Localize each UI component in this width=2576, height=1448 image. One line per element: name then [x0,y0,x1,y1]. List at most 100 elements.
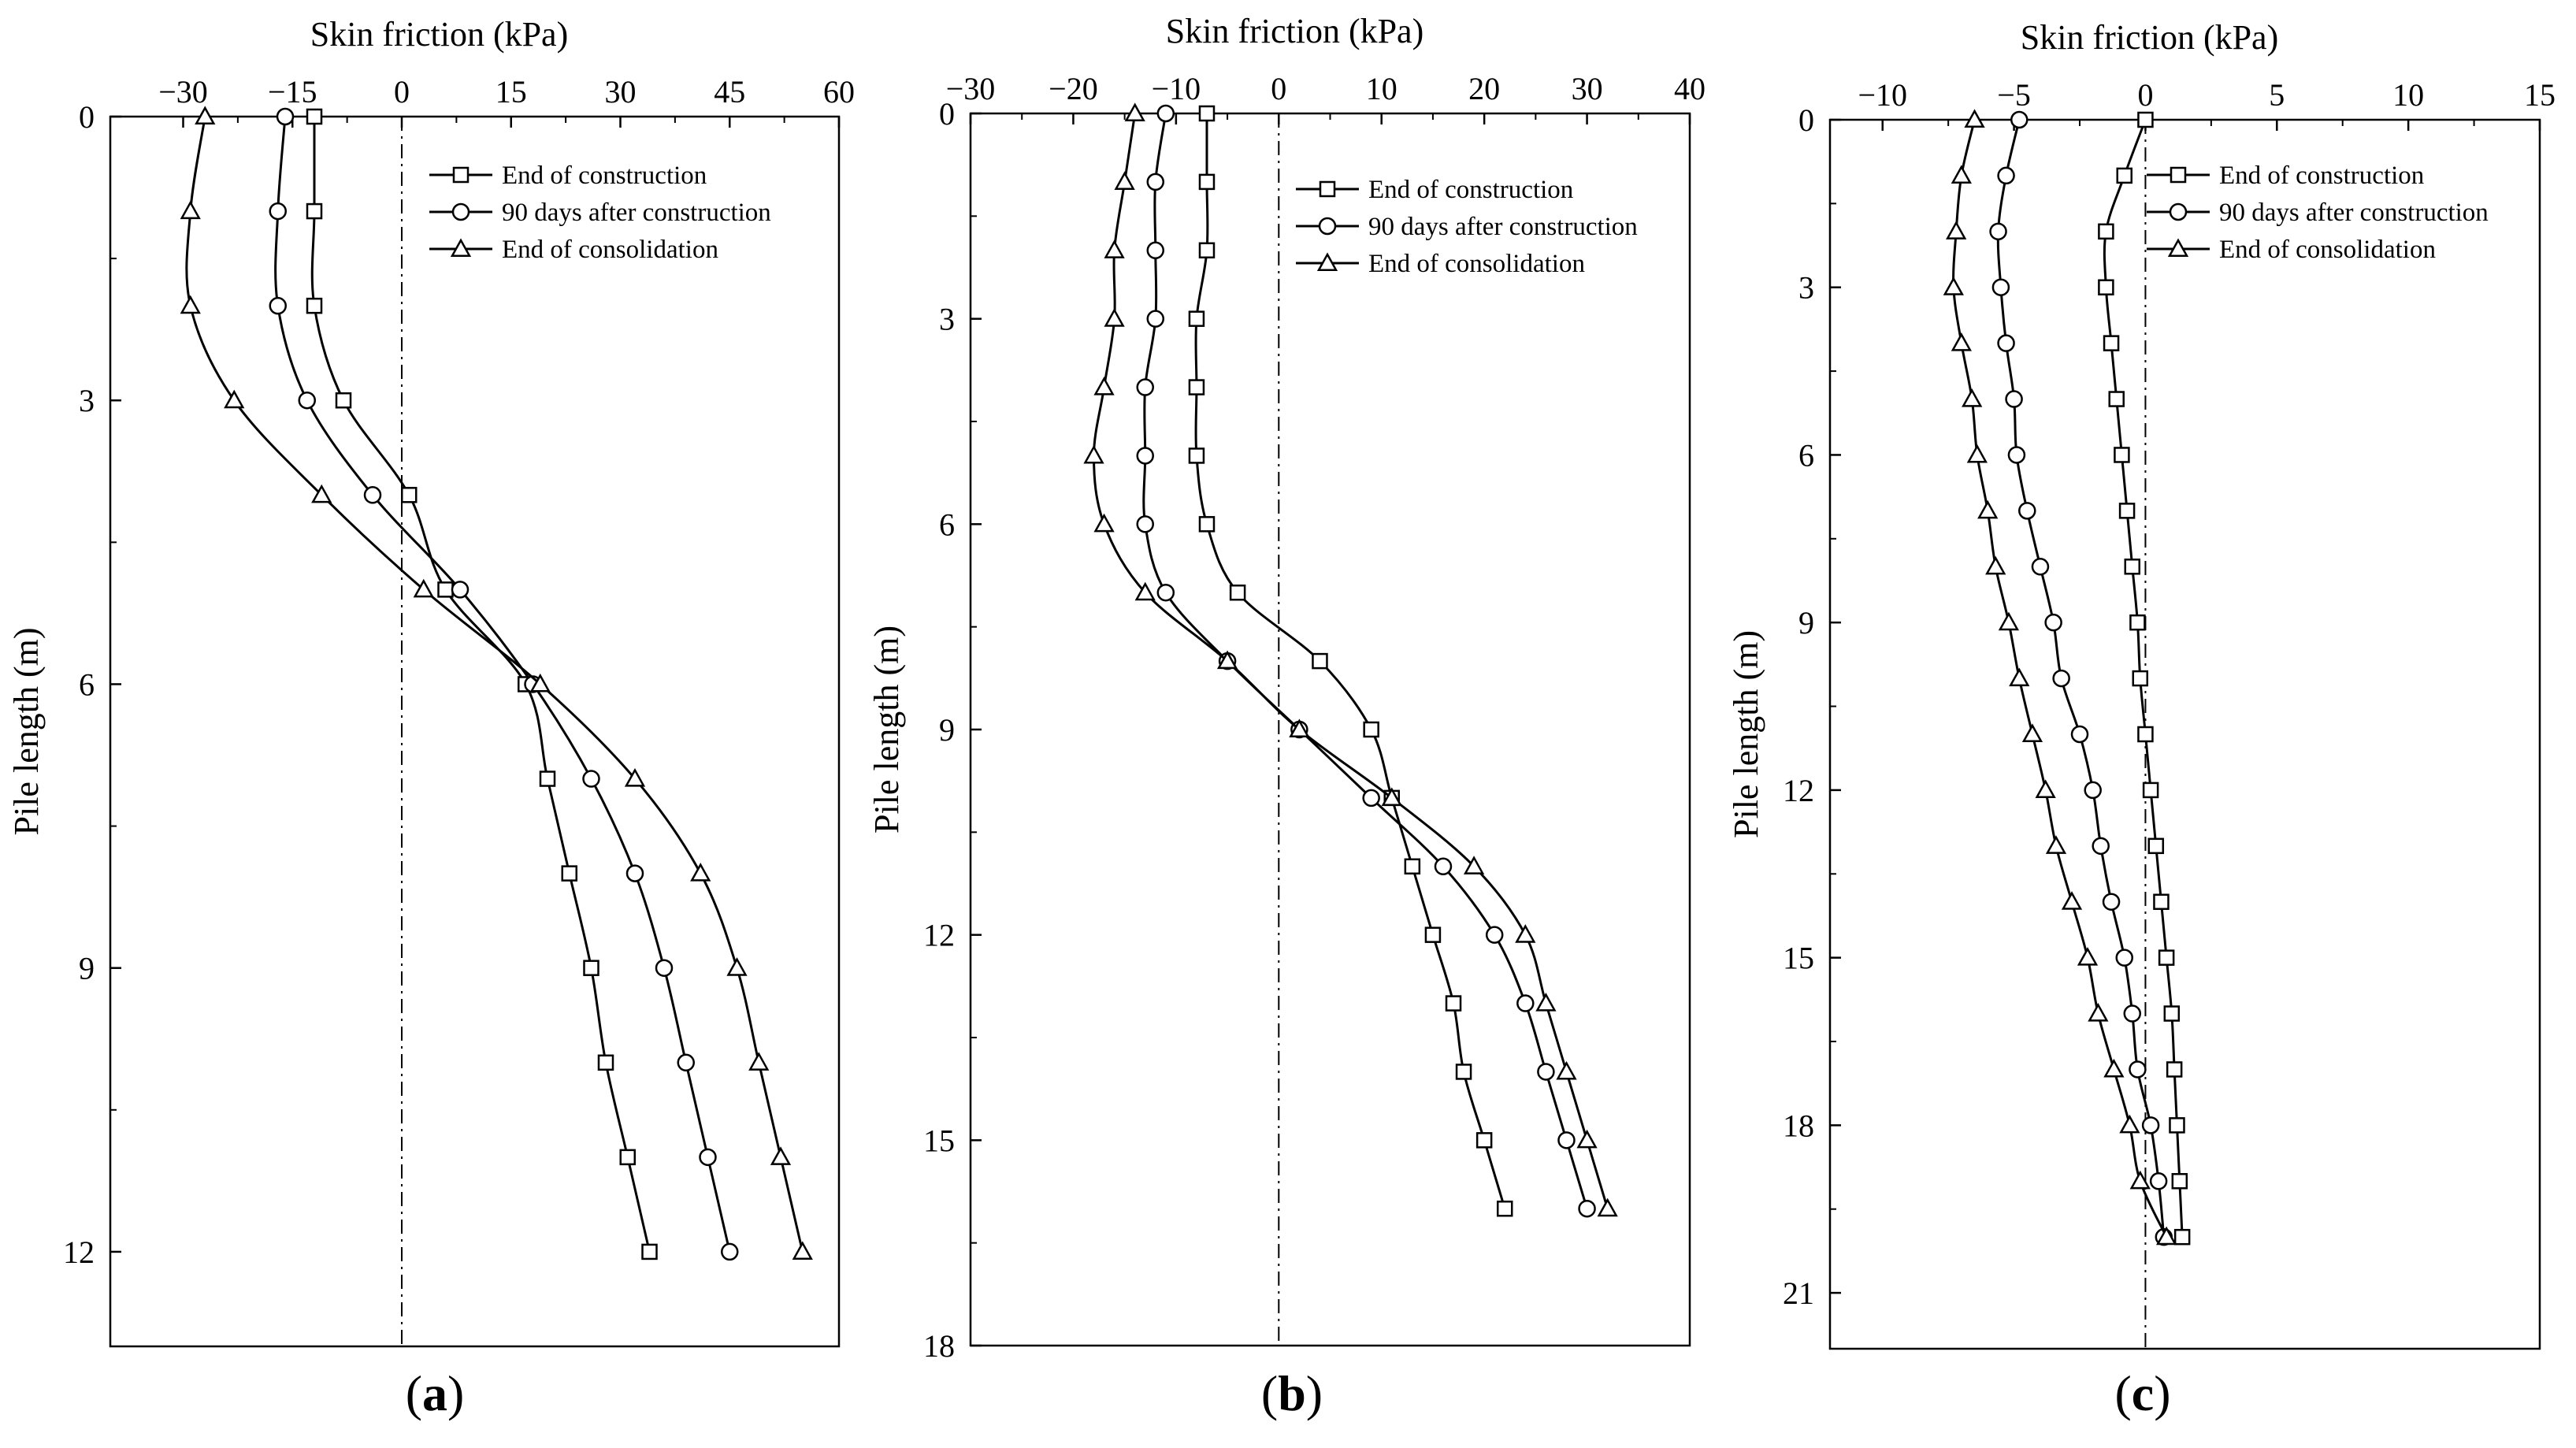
data-point-circle [2092,837,2110,856]
data-point-square [2147,837,2165,855]
data-point-triangle [529,673,551,692]
data-point-square [1188,310,1205,327]
legend-label: End of construction [1368,176,1573,204]
data-point-triangle [1966,444,1988,463]
x-axis-title: Skin friction (kPa) [1166,12,1424,50]
y-tick-label: 0 [1798,102,1814,138]
data-point-circle [1156,104,1175,123]
data-point-triangle [748,1052,770,1071]
data-point-circle [1146,173,1165,191]
data-point-triangle [2119,1114,2140,1134]
data-point-triangle [224,389,245,409]
x-tick-label: 30 [1572,71,1603,106]
y-tick-label: 3 [1798,270,1814,306]
x-tick-label: −5 [1997,77,2031,113]
x-tick-label: 60 [823,74,855,110]
data-point-circle [1156,583,1175,602]
data-point-square [2103,335,2120,351]
data-point-circle [1537,1063,1555,1081]
data-point-circle [1997,334,2015,352]
panel-label: (b) [1261,1365,1323,1421]
x-tick-label: −20 [1049,71,1098,106]
x-tick-label: 5 [2269,77,2285,113]
y-axis-title: Pile length (m) [7,628,46,836]
data-point-square [2118,503,2136,519]
data-point-triangle [1951,332,1972,351]
data-point-triangle [180,200,201,220]
data-point-triangle [770,1146,792,1165]
data-point-square [2116,167,2132,184]
data-point-square [2173,1228,2191,1246]
series-line-square [310,116,651,1253]
y-tick-label: 3 [79,383,95,418]
data-point-square [2166,1061,2183,1078]
y-tick-label: 9 [79,951,95,986]
data-point-circle [677,1053,695,1072]
legend-marker-circle [1318,217,1337,236]
data-point-circle [721,1242,739,1261]
y-tick-label: 0 [79,99,95,135]
data-point-triangle [1951,165,1972,184]
data-point-triangle [2021,723,2043,743]
data-point-square [1198,516,1216,533]
x-tick-label: 15 [496,74,527,110]
x-tick-label: −30 [158,74,208,110]
data-point-circle [699,1148,717,1167]
data-point-circle [2129,1060,2147,1079]
data-point-circle [1136,378,1154,396]
legend-marker-triangle [450,238,472,258]
y-tick-label: 15 [923,1123,955,1158]
data-point-circle [2018,502,2036,520]
legend-marker-square [452,166,470,184]
data-point-triangle [1104,239,1125,258]
data-point-triangle [1134,581,1156,601]
data-point-triangle [311,484,332,503]
data-point-triangle [1943,277,1964,295]
data-point-square [1445,995,1462,1012]
data-point-triangle [1216,650,1238,670]
data-point-triangle [1556,1060,1577,1080]
data-point-circle [1997,166,2015,185]
data-point-circle [655,959,674,977]
data-point-triangle [2156,1226,2177,1246]
data-point-square [335,392,352,409]
series-line-triangle [185,116,804,1253]
x-tick-label: 15 [2524,77,2556,113]
y-tick-label: 12 [1783,773,1814,808]
data-point-triangle [1093,513,1115,533]
y-tick-label: 0 [939,96,955,132]
legend-label: 90 days after construction [502,199,771,227]
data-point-triangle [1998,611,2020,631]
data-point-triangle [1964,109,1985,128]
data-point-square [1198,105,1216,122]
y-tick-label: 9 [1798,605,1814,640]
data-point-square [2158,949,2175,966]
x-tick-label: 10 [1366,71,1397,106]
data-point-square [2132,670,2149,687]
legend-marker-circle [451,202,470,221]
x-tick-label: 45 [714,74,745,110]
series-line-circle [274,116,731,1253]
x-tick-label: 0 [1271,71,1286,106]
plot-frame [109,115,841,1348]
data-point-circle [2149,1172,2168,1190]
legend-label: End of consolidation [2219,236,2436,264]
x-tick-label: −10 [1152,71,1201,106]
data-point-triangle [195,106,216,125]
data-point-square [1188,379,1205,395]
chart-panel-c: −10 −5 0 5 10 15 0 3 6 9 12 15 18 21 Skin friction (kP… [1727,18,2556,1421]
data-point-square [306,108,323,125]
x-tick-label: 40 [1674,71,1706,106]
data-point-triangle [1985,555,2006,575]
data-point-circle [1434,857,1453,876]
data-point-circle [2031,558,2050,576]
data-point-square [2137,726,2154,743]
data-point-circle [2115,949,2133,967]
data-point-triangle [1104,308,1125,327]
data-point-triangle [1576,1129,1598,1149]
data-point-square [641,1243,658,1261]
data-point-triangle [2009,667,2030,687]
data-point-square [2098,223,2114,240]
legend-marker-triangle [2167,238,2189,258]
y-tick-label: 6 [939,507,955,542]
